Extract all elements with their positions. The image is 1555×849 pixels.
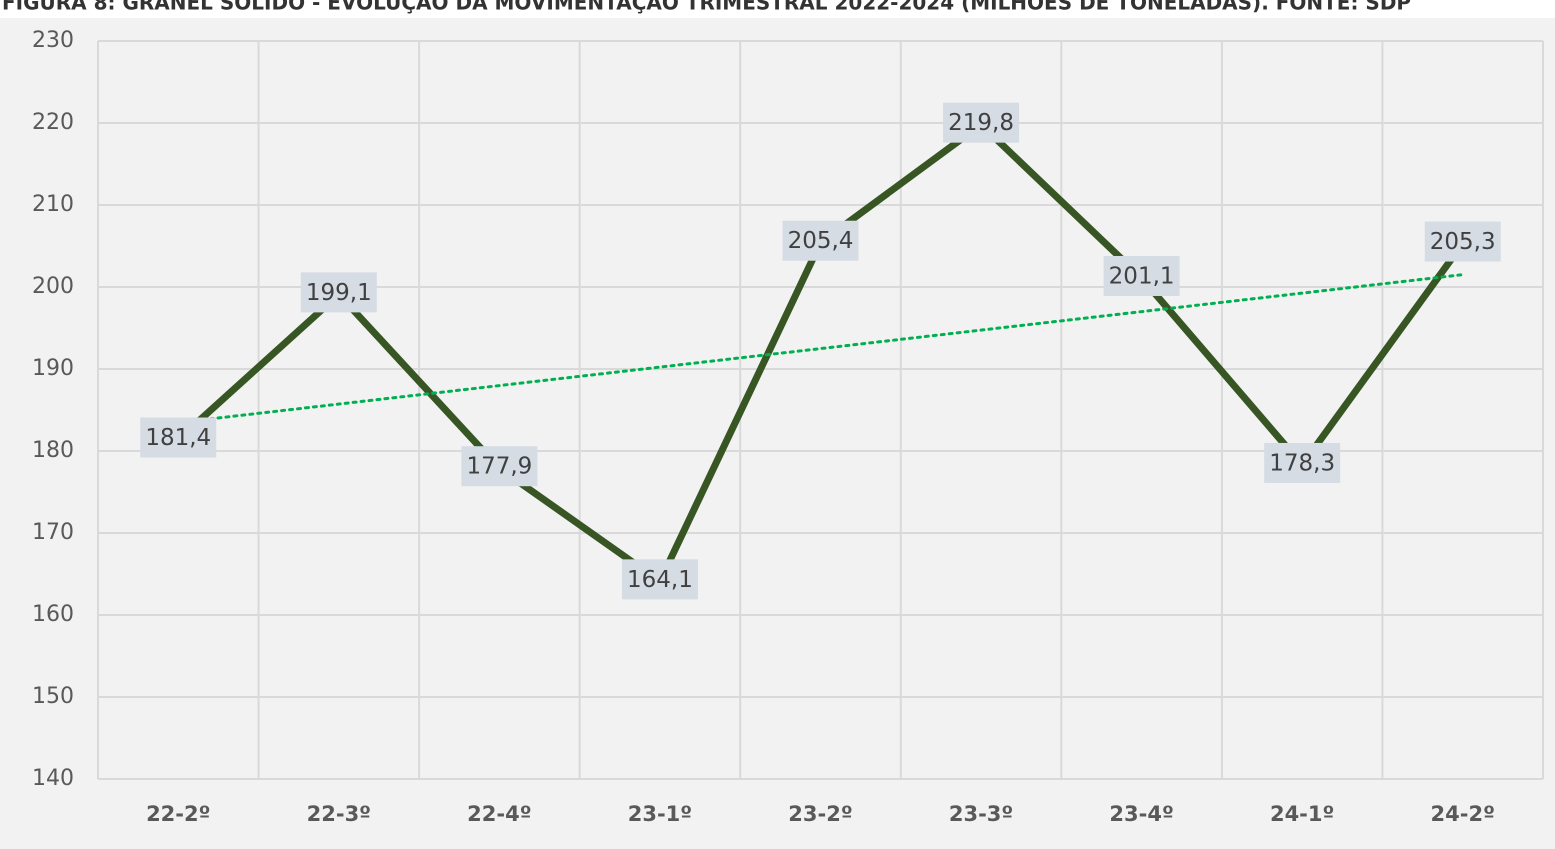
data-label-box	[782, 220, 859, 261]
data-label-box	[461, 446, 538, 487]
chart-title: FIGURA 8: GRANEL SÓLIDO - EVOLUÇÃO DA MO…	[2, 0, 1411, 15]
data-label-box	[300, 272, 377, 313]
data-label-box	[621, 559, 698, 600]
x-tick-label: 22-4º	[467, 802, 531, 826]
data-label-box	[1264, 442, 1341, 483]
x-tick-label: 22-2º	[146, 802, 210, 826]
data-label-box	[1424, 221, 1501, 262]
x-tick-label: 23-2º	[788, 802, 852, 826]
x-tick-label: 23-4º	[1109, 802, 1173, 826]
y-tick-label: 190	[32, 356, 74, 381]
data-label: 164,1	[627, 567, 693, 593]
data-label-box	[943, 102, 1020, 143]
x-tick-label: 23-1º	[628, 802, 692, 826]
data-label: 205,4	[788, 228, 854, 254]
data-label: 201,1	[1109, 263, 1175, 289]
x-tick-label: 23-3º	[949, 802, 1013, 826]
data-label: 178,3	[1269, 450, 1335, 476]
x-tick-label: 24-2º	[1431, 802, 1495, 826]
data-label-box	[140, 417, 217, 458]
y-tick-label: 220	[32, 110, 74, 135]
y-tick-label: 150	[32, 684, 74, 709]
data-label: 219,8	[948, 110, 1014, 136]
trendline	[176, 273, 1465, 425]
data-label: 199,1	[306, 280, 372, 306]
data-label: 181,4	[145, 425, 211, 451]
data-label: 177,9	[466, 454, 532, 480]
data-label: 205,3	[1430, 229, 1496, 255]
x-tick-label: 22-3º	[307, 802, 371, 826]
y-tick-label: 210	[32, 192, 74, 217]
y-tick-label: 200	[32, 274, 74, 299]
y-tick-label: 230	[32, 28, 74, 53]
y-tick-label: 170	[32, 520, 74, 545]
y-tick-label: 160	[32, 602, 74, 627]
y-tick-label: 180	[32, 438, 74, 463]
data-label-box	[1103, 255, 1180, 296]
y-tick-label: 140	[32, 766, 74, 791]
x-tick-label: 24-1º	[1270, 802, 1334, 826]
